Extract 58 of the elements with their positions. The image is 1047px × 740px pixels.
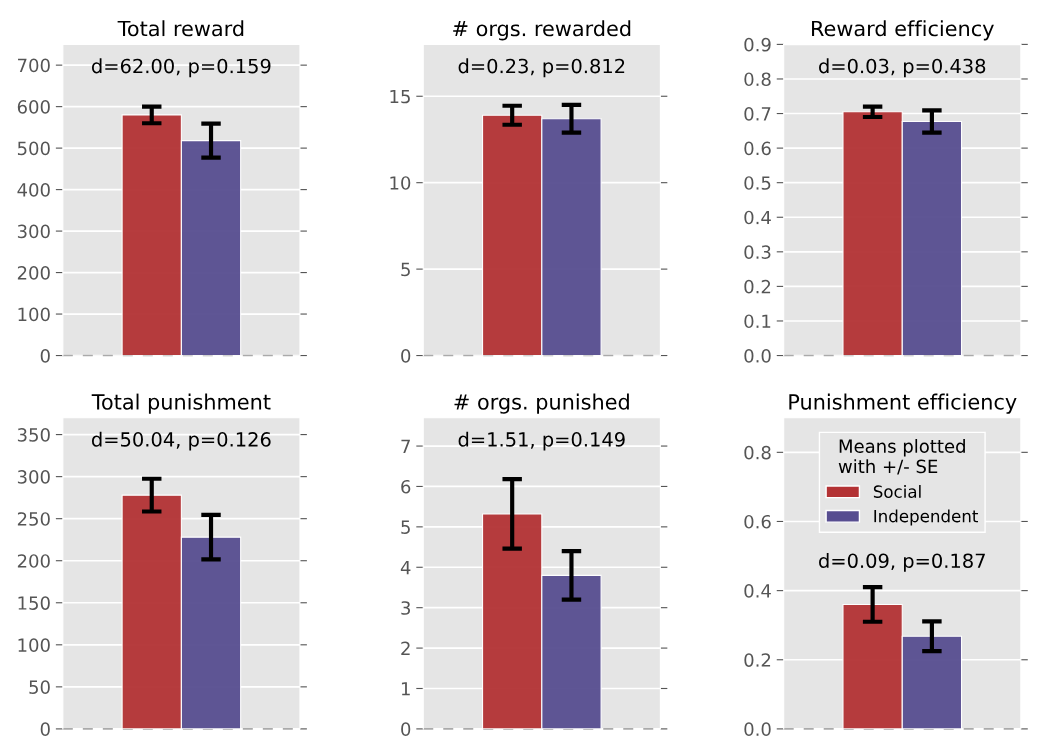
annotation: d=0.09, p=0.187 [819,553,985,572]
y-tick-label: 15 [390,89,410,104]
chart-title: Total punishment [91,393,271,414]
y-tick-label: 0 [401,349,411,363]
y-tick-label: 200 [17,266,50,280]
y-tick-label: 0.8 [744,72,771,87]
legend-label: Independent [874,509,979,526]
y-tick-label: 0.3 [744,245,771,259]
y-tick-label: 0 [401,722,411,737]
y-tick-label: 6 [401,479,411,494]
y-tick-label: 0 [40,349,50,363]
y-tick-label: 0.5 [744,176,771,190]
y-tick-label: 100 [18,307,50,322]
y-tick-label: 150 [18,596,50,610]
y-tick-label: 600 [17,100,50,114]
annotation: d=1.51, p=0.149 [458,431,625,451]
y-tick-label: 0.4 [744,210,771,225]
y-tick-label: 1 [401,682,410,696]
y-tick-label: 0.0 [744,722,771,737]
y-tick-label: 350 [17,428,50,442]
y-tick-label: 700 [18,58,50,73]
annotation: d=50.04, p=0.126 [91,431,271,451]
annotation: d=62.00, p=0.159 [91,58,271,78]
y-tick-label: 50 [29,680,50,694]
chart-title: # orgs. rewarded [453,20,631,41]
y-tick-label: 3 [401,601,410,615]
chart-title: Punishment efficiency [789,393,1017,414]
legend-label: Social [873,485,921,498]
y-tick-label: 5 [401,262,410,277]
y-tick-label: 0.2 [744,653,771,667]
y-tick-label: 0.6 [744,514,771,529]
y-tick-label: 0.8 [744,445,771,460]
legend-title: Means plotted with +/- SE [838,438,965,475]
y-tick-label: 500 [17,141,50,156]
y-tick-label: 0.9 [744,37,771,52]
y-tick-label: 2 [401,641,410,655]
chart-title: Total reward [117,20,244,37]
y-tick-label: 0.7 [744,107,771,121]
annotation: d=0.23, p=0.812 [458,58,625,78]
y-tick-label: 400 [17,183,50,197]
y-tick-label: 0.6 [744,141,771,156]
y-tick-label: 0.1 [744,314,771,329]
y-tick-label: 4 [400,560,411,575]
y-tick-label: 0.0 [744,349,771,363]
annotation: d=0.03, p=0.438 [819,58,986,78]
y-tick-label: 200 [17,554,50,568]
y-tick-label: 100 [18,638,50,652]
chart-title: Reward efficiency [812,20,994,41]
y-tick-label: 7 [401,439,410,453]
y-tick-label: 300 [17,470,50,484]
y-tick-label: 0 [40,722,50,737]
y-tick-label: 250 [17,512,50,526]
y-tick-label: 300 [17,224,50,239]
y-tick-label: 0.2 [744,279,771,294]
y-tick-label: 10 [390,176,411,190]
y-tick-label: 0.4 [744,584,771,598]
y-tick-label: 5 [401,520,410,534]
chart-title: # orgs. punished [454,393,629,414]
